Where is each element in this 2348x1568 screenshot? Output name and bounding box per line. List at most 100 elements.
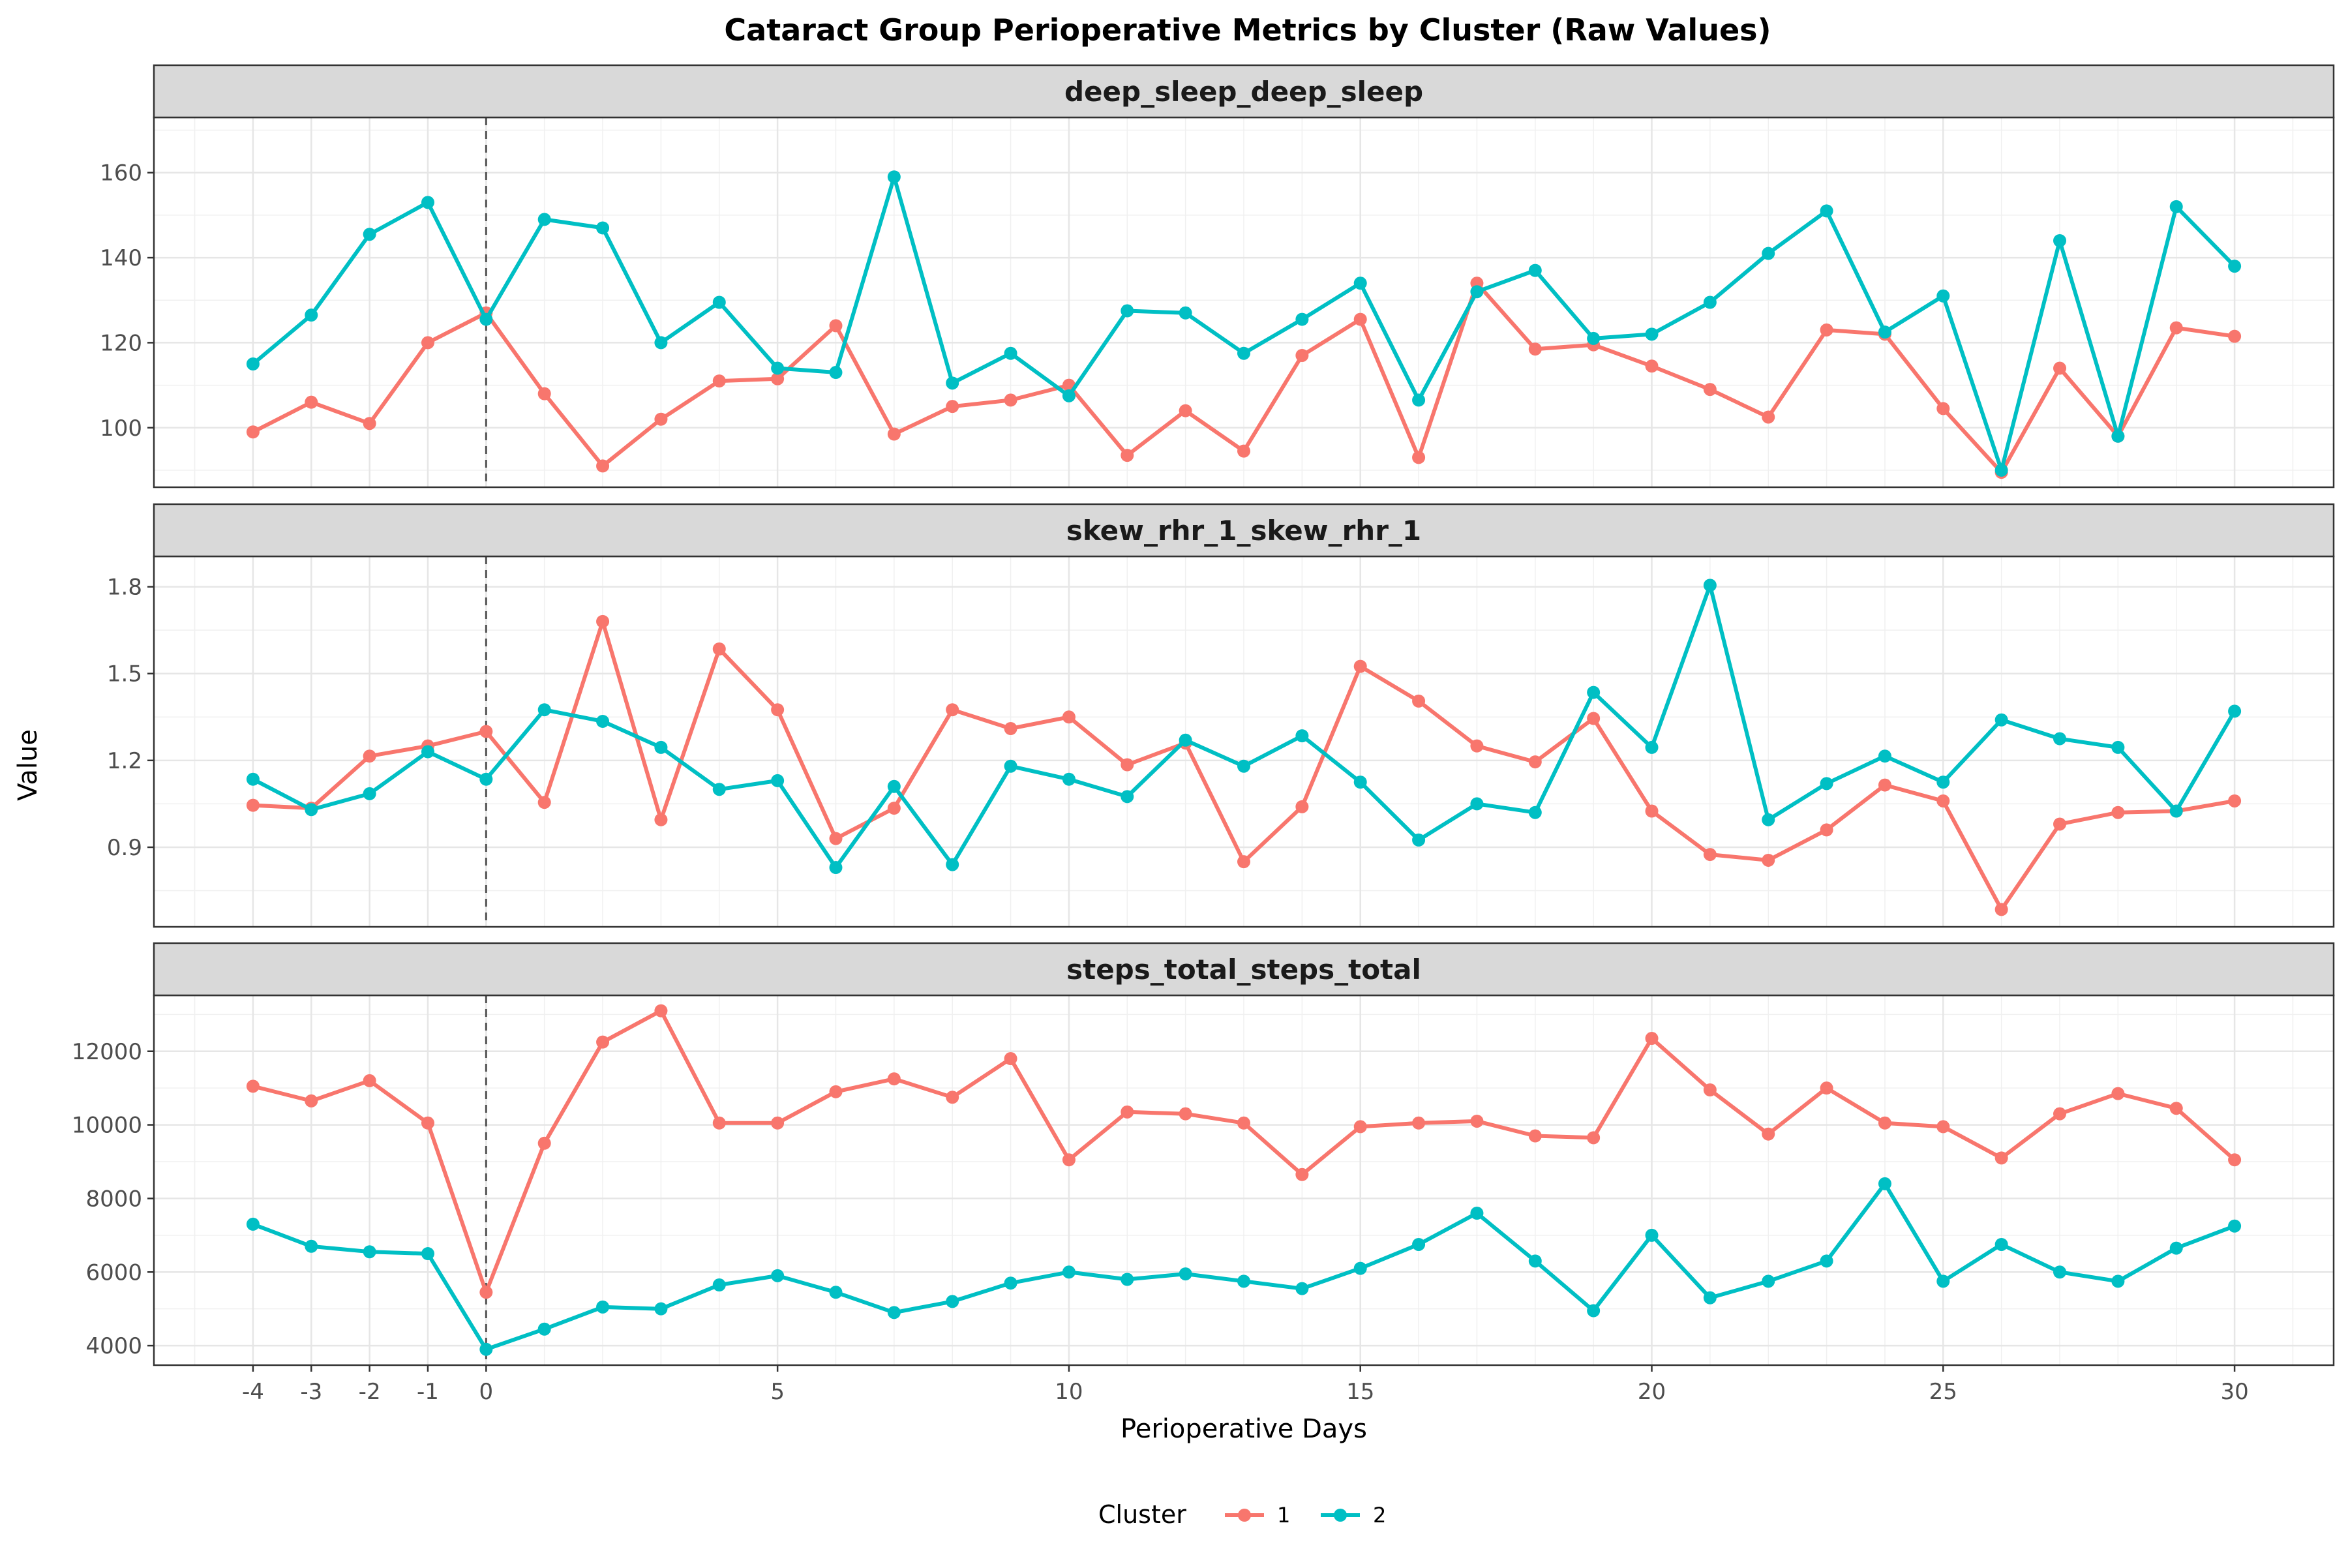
data-point-cluster-2 <box>1703 295 1717 309</box>
data-point-cluster-2 <box>829 861 843 875</box>
data-point-cluster-1 <box>1587 712 1601 725</box>
data-point-cluster-2 <box>887 1306 901 1319</box>
data-point-cluster-1 <box>712 642 726 656</box>
data-point-cluster-2 <box>537 213 551 226</box>
data-point-cluster-1 <box>1762 1127 1775 1141</box>
data-point-cluster-2 <box>1762 247 1775 260</box>
data-point-cluster-1 <box>712 374 726 388</box>
y-tick-label: 120 <box>100 330 142 356</box>
y-tick-label: 8000 <box>85 1186 142 1212</box>
data-point-cluster-1 <box>1878 778 1891 792</box>
data-point-cluster-2 <box>246 772 260 786</box>
data-point-cluster-2 <box>1353 1261 1367 1275</box>
data-point-cluster-2 <box>1820 777 1833 791</box>
data-point-cluster-2 <box>1004 1276 1017 1290</box>
data-point-cluster-1 <box>1645 804 1659 818</box>
data-point-cluster-1 <box>246 798 260 812</box>
data-point-cluster-1 <box>1412 1116 1426 1130</box>
data-point-cluster-1 <box>1004 1052 1017 1066</box>
data-point-cluster-1 <box>421 336 434 350</box>
data-point-cluster-2 <box>946 858 959 871</box>
x-tick-label: -1 <box>417 1379 439 1405</box>
data-point-cluster-2 <box>1645 327 1659 341</box>
data-point-cluster-1 <box>596 459 610 473</box>
data-point-cluster-1 <box>1353 1120 1367 1134</box>
data-point-cluster-2 <box>1587 1304 1601 1318</box>
data-point-cluster-2 <box>2169 1241 2183 1255</box>
data-point-cluster-2 <box>1820 1254 1833 1268</box>
data-point-cluster-2 <box>2169 804 2183 818</box>
data-point-cluster-2 <box>1878 749 1891 763</box>
data-point-cluster-1 <box>305 395 318 409</box>
data-point-cluster-2 <box>1528 264 1542 277</box>
data-point-cluster-2 <box>771 774 785 787</box>
x-tick-label: 0 <box>479 1379 494 1405</box>
facet-panel-3: 4000 6000 8000 10000 12000 steps_total_steps_… <box>72 942 2335 1366</box>
data-point-cluster-2 <box>1412 1237 1426 1251</box>
data-point-cluster-2 <box>363 228 376 241</box>
data-point-cluster-2 <box>1353 776 1367 789</box>
y-tick-label: 100 <box>100 415 142 442</box>
data-point-cluster-2 <box>946 1295 959 1308</box>
data-point-cluster-2 <box>771 1269 785 1282</box>
x-tick-label: 15 <box>1346 1379 1374 1405</box>
legend-title: Cluster <box>1098 1500 1186 1529</box>
data-point-cluster-2 <box>712 1278 726 1292</box>
data-point-cluster-2 <box>596 221 610 235</box>
data-point-cluster-2 <box>1062 389 1076 402</box>
data-point-cluster-1 <box>1936 794 1950 807</box>
data-point-cluster-2 <box>2053 732 2067 746</box>
data-point-cluster-1 <box>1295 1168 1309 1181</box>
data-point-cluster-1 <box>2169 1102 2183 1115</box>
legend-key-point <box>1334 1509 1347 1522</box>
data-point-cluster-1 <box>596 1035 610 1049</box>
facet-panel-1: 100 120 140 160 deep_sleep_deep_sleep <box>100 64 2335 489</box>
data-point-cluster-1 <box>363 749 376 763</box>
data-point-cluster-2 <box>712 295 726 309</box>
data-point-cluster-1 <box>1936 1120 1950 1134</box>
data-point-cluster-2 <box>654 740 668 754</box>
legend-item-cluster-1: 1 <box>1225 1503 1290 1528</box>
data-point-cluster-2 <box>479 312 493 326</box>
x-tick-label: -2 <box>359 1379 381 1405</box>
data-point-cluster-1 <box>771 1116 785 1130</box>
y-tick-label: 160 <box>100 160 142 187</box>
data-point-cluster-1 <box>363 1074 376 1087</box>
data-point-cluster-1 <box>2228 329 2242 343</box>
data-point-cluster-2 <box>479 772 493 786</box>
data-point-cluster-2 <box>1295 729 1309 743</box>
data-point-cluster-1 <box>2228 794 2242 807</box>
data-point-cluster-2 <box>1353 277 1367 290</box>
data-point-cluster-1 <box>1936 402 1950 415</box>
data-point-cluster-1 <box>1820 323 1833 337</box>
data-point-cluster-2 <box>2111 429 2125 443</box>
data-point-cluster-2 <box>1994 1237 2008 1251</box>
data-point-cluster-2 <box>1295 1282 1309 1295</box>
data-point-cluster-1 <box>1470 1114 1484 1128</box>
data-point-cluster-2 <box>1994 463 2008 477</box>
data-point-cluster-2 <box>363 1245 376 1259</box>
data-point-cluster-2 <box>1936 1274 1950 1288</box>
y-tick-label: 1.2 <box>107 748 142 774</box>
data-point-cluster-1 <box>537 387 551 400</box>
data-point-cluster-2 <box>421 745 434 759</box>
data-point-cluster-2 <box>1587 686 1601 699</box>
data-point-cluster-1 <box>1528 342 1542 356</box>
data-point-cluster-2 <box>1121 304 1134 318</box>
data-point-cluster-2 <box>1703 1291 1717 1304</box>
data-point-cluster-2 <box>1062 772 1076 786</box>
data-point-cluster-2 <box>654 1302 668 1316</box>
data-point-cluster-1 <box>946 1091 959 1104</box>
y-tick-label: 4000 <box>85 1333 142 1359</box>
data-point-cluster-2 <box>1762 1274 1775 1288</box>
data-point-cluster-1 <box>1994 903 2008 916</box>
data-point-cluster-1 <box>596 614 610 628</box>
x-tick-label: 10 <box>1055 1379 1083 1405</box>
data-point-cluster-2 <box>1645 1228 1659 1242</box>
legend-key-point <box>1238 1509 1251 1522</box>
data-point-cluster-1 <box>1762 853 1775 867</box>
data-point-cluster-2 <box>1703 579 1717 592</box>
data-point-cluster-2 <box>1762 813 1775 826</box>
